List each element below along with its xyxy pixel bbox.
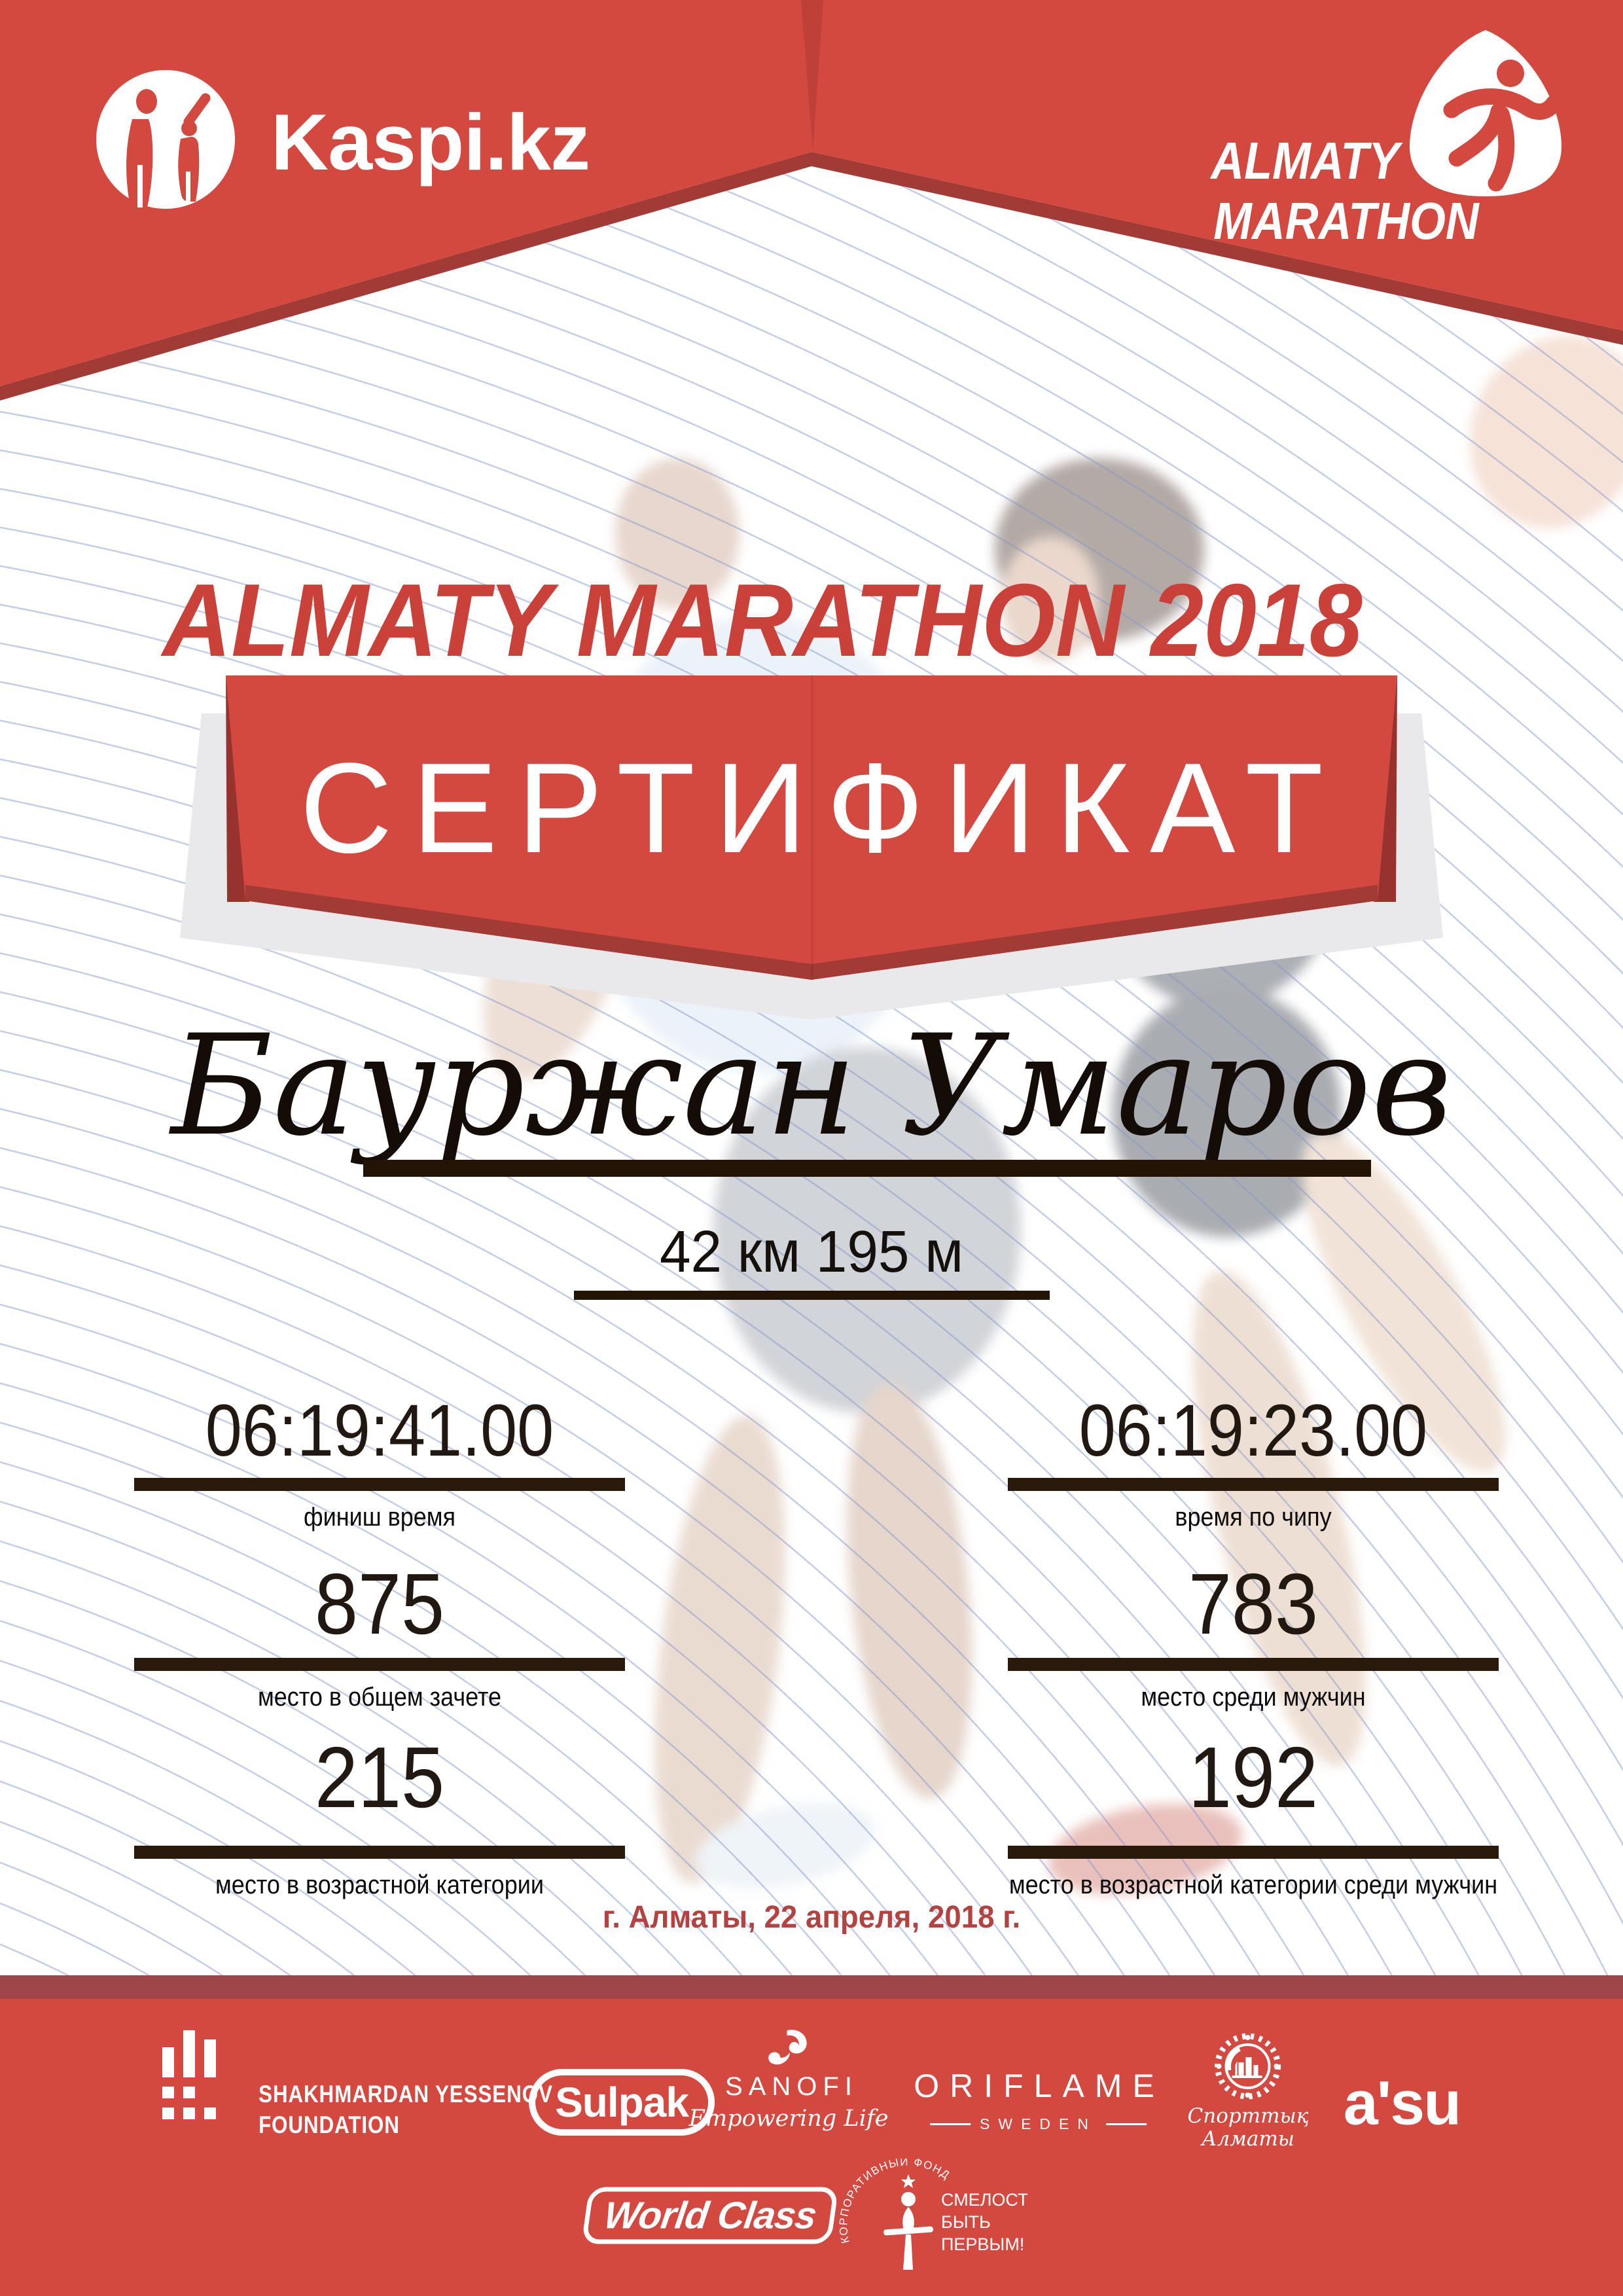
oriflame-sweden-row: SWEDEN xyxy=(903,2115,1165,2133)
sport-almaty-line2: Алматы xyxy=(1201,2127,1295,2151)
age-gender-place-value: 192 xyxy=(1188,1729,1319,1825)
marathon-runner-icon xyxy=(1409,30,1562,196)
oriflame-country: SWEDEN xyxy=(980,2115,1097,2132)
marathon-logo-line2: MARATHON xyxy=(1213,192,1479,250)
photo-blob xyxy=(615,458,740,609)
marathon-logo-line1: ALMATY xyxy=(1210,132,1399,190)
age-place-value: 215 xyxy=(314,1729,445,1825)
participant-name: Бауржан Умаров xyxy=(171,1005,1452,1166)
finish-time-value: 06:19:41.00 xyxy=(205,1390,554,1471)
yessenov-foundation-logo: SHAKHMARDAN YESSENOV FOUNDATION xyxy=(259,2079,553,2141)
chip-time-label: время по чипу xyxy=(1175,1503,1332,1532)
photo-blob xyxy=(1001,537,1099,661)
kaspi-logo: Kaspi.kz xyxy=(92,65,590,213)
oriflame-logo: ORIFLAME SWEDEN xyxy=(903,2067,1165,2133)
sponsor-band xyxy=(0,1999,1623,2296)
sport-almaty-line1: Спорттық xyxy=(1187,2104,1309,2128)
certificate-label: СЕРТИФИКАТ xyxy=(299,736,1343,880)
distance-value: 42 км 195 м xyxy=(659,1219,963,1285)
stat-age-place: 215 место в возрастной категории xyxy=(92,1734,668,1900)
photo-blob xyxy=(995,458,1204,641)
stat-divider xyxy=(134,1658,625,1671)
sport-almaty-emblem-icon xyxy=(1215,2033,1281,2100)
oriflame-name: ORIFLAME xyxy=(914,2068,1165,2104)
photo-blob xyxy=(1113,988,1342,1237)
stat-divider xyxy=(1008,1846,1499,1859)
fund-line2: БЫТЬ xyxy=(941,2212,991,2232)
corporate-fund-logo: КОРПОРАТИВНЫЙ ФОНД СМЕЛОСТЬ БЫТЬ ПЕРВЫМ! xyxy=(838,2159,1027,2270)
date-location: г. Алматы, 22 апреля, 2018 г. xyxy=(602,1900,1021,1935)
kaspi-logo-text: Kaspi.kz xyxy=(271,98,590,187)
sanofi-name: SANOFI xyxy=(725,2072,858,2101)
bottom-stripe xyxy=(0,1975,1623,1999)
stat-divider xyxy=(1008,1658,1499,1671)
stat-age-gender-place: 192 место в возрастной категории среди м… xyxy=(965,1734,1541,1900)
chip-time-value: 06:19:23.00 xyxy=(1079,1390,1428,1471)
yessenov-line1: SHAKHMARDAN YESSENOV xyxy=(259,2081,553,2108)
gender-place-value: 783 xyxy=(1188,1556,1319,1652)
sanofi-logo: SANOFI Empowering Life xyxy=(689,2029,889,2132)
yessenov-line2: FOUNDATION xyxy=(259,2111,400,2139)
photo-blob xyxy=(713,1047,1021,1414)
overall-place-label: место в общем зачете xyxy=(257,1683,502,1712)
stat-finish-time: 06:19:41.00 финиш время xyxy=(92,1394,668,1532)
age-gender-place-label: место в возрастной категории среди мужчи… xyxy=(1008,1871,1498,1899)
top-banner-shape xyxy=(0,0,1623,401)
name-underline xyxy=(363,1160,1371,1177)
stat-gender-place: 783 место среди мужчин xyxy=(965,1561,1541,1712)
overall-place-value: 875 xyxy=(314,1556,445,1652)
event-title: ALMATY MARATHON 2018 xyxy=(162,563,1363,678)
kaspi-icon xyxy=(96,70,235,209)
almaty-marathon-logo: ALMATY MARATHON xyxy=(1211,26,1577,262)
dash-left xyxy=(930,2123,971,2125)
stat-overall-place: 875 место в общем зачете xyxy=(92,1561,668,1712)
age-place-label: место в возрастной категории xyxy=(215,1871,544,1899)
stat-divider xyxy=(134,1846,625,1859)
world-class-logo: World Class xyxy=(581,2187,839,2244)
asu-logo: a'su xyxy=(1343,2068,1461,2138)
stat-chip-time: 06:19:23.00 время по чипу xyxy=(965,1394,1541,1532)
certificate-ribbon xyxy=(180,675,1443,1020)
finish-time-label: финиш время xyxy=(303,1503,456,1532)
sanofi-tagline: Empowering Life xyxy=(688,2106,889,2132)
stat-divider xyxy=(1008,1478,1499,1491)
dash-right xyxy=(1105,2123,1147,2125)
distance-underline xyxy=(574,1291,1050,1300)
fund-star-icon xyxy=(901,2174,916,2188)
sport-almaty-logo: Спорттық Алматы xyxy=(1187,2032,1309,2151)
sulpak-logo: Sulpak xyxy=(529,2069,715,2136)
yessenov-foundation-icon xyxy=(162,2030,216,2119)
fund-line3: ПЕРВЫМ! xyxy=(941,2234,1024,2254)
sanofi-bird-icon xyxy=(768,2030,807,2065)
fund-line1: СМЕЛОСТЬ xyxy=(941,2190,1027,2210)
gender-place-label: место среди мужчин xyxy=(1141,1683,1366,1712)
stat-divider xyxy=(134,1478,625,1491)
